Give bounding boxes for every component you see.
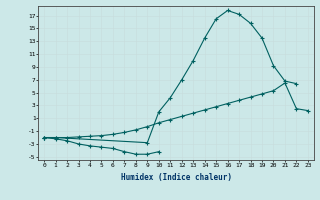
X-axis label: Humidex (Indice chaleur): Humidex (Indice chaleur) [121, 173, 231, 182]
